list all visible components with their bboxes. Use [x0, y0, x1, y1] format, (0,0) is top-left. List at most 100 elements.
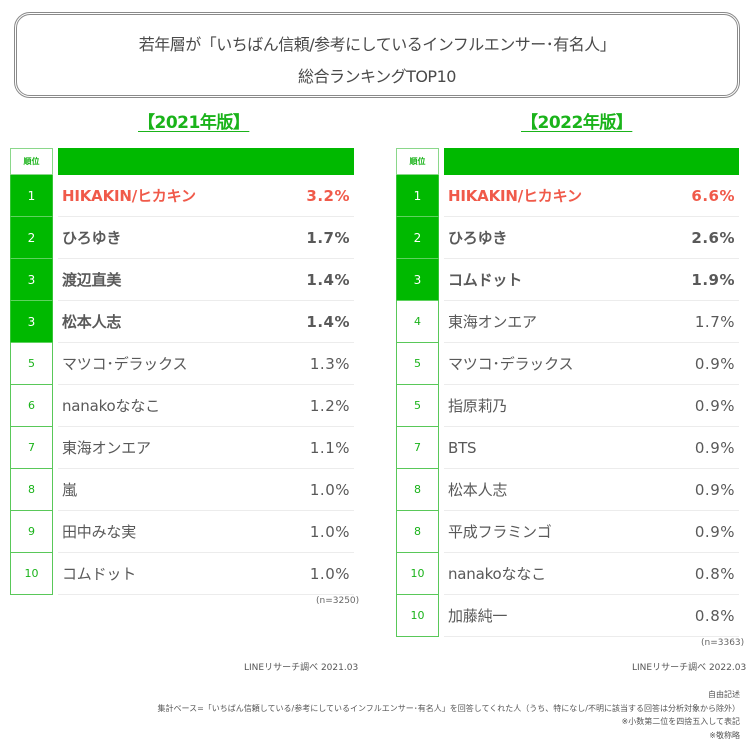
rank-cell: 4	[396, 301, 439, 343]
entry-name: nanakoななこ	[62, 397, 160, 415]
entry-percent: 0.9%	[694, 396, 735, 415]
entry-percent: 1.3%	[309, 354, 350, 373]
entry-percent: 6.6%	[691, 186, 735, 205]
entry-percent: 0.8%	[694, 564, 735, 583]
entry-name: 田中みな実	[62, 523, 137, 541]
entries-column: HIKAKIN/ヒカキン 6.6% ひろゆき 2.6% コムドット 1.9% 東海オン…	[444, 148, 739, 637]
table-header-bar	[58, 148, 354, 175]
entry-name: 平成フラミンゴ	[448, 523, 552, 541]
entries-column: HIKAKIN/ヒカキン 3.2% ひろゆき 1.7% 渡辺直美 1.4% 松本人志 1…	[58, 148, 354, 595]
entry-name: コムドット	[448, 271, 523, 289]
entry-percent: 1.0%	[309, 522, 350, 541]
rank-cell: 10	[10, 553, 53, 595]
rank-cell: 1	[10, 175, 53, 217]
rank-cell: 2	[10, 217, 53, 259]
entry-percent: 1.1%	[309, 438, 350, 457]
rank-header: 順位	[10, 148, 53, 175]
table-row: 嵐 1.0%	[58, 469, 354, 511]
rank-cell: 5	[396, 385, 439, 427]
table-row: 平成フラミンゴ 0.9%	[444, 511, 739, 553]
entry-name: ひろゆき	[62, 229, 122, 247]
entry-name: HIKAKIN/ヒカキン	[62, 187, 196, 205]
table-row: 田中みな実 1.0%	[58, 511, 354, 553]
rank-cell: 3	[10, 259, 53, 301]
entry-name: マツコ･デラックス	[62, 355, 188, 373]
rank-column: 順位 1 2 3 3 5 6 7 8 9 10	[10, 148, 53, 595]
table-row: ひろゆき 2.6%	[444, 217, 739, 259]
table-row: BTS 0.9%	[444, 427, 739, 469]
entry-percent: 0.9%	[694, 354, 735, 373]
rank-cell: 8	[396, 469, 439, 511]
table-row: 指原莉乃 0.9%	[444, 385, 739, 427]
footnote-honorifics: ※敬称略	[709, 730, 740, 740]
entry-percent: 1.7%	[694, 312, 735, 331]
table-row: 東海オンエア 1.7%	[444, 301, 739, 343]
rank-cell: 7	[396, 427, 439, 469]
rank-cell: 8	[396, 511, 439, 553]
table-row: 加藤純一 0.8%	[444, 595, 739, 637]
table-header-bar	[444, 148, 739, 175]
entry-name: 松本人志	[62, 313, 122, 331]
source-2022: LINEリサーチ調べ 2022.03	[632, 663, 747, 673]
rank-cell: 10	[396, 595, 439, 637]
sample-size-2021: (n=3250)	[316, 596, 360, 606]
table-row: HIKAKIN/ヒカキン 6.6%	[444, 175, 739, 217]
sample-size-2022: (n=3363)	[701, 638, 745, 648]
entry-percent: 1.4%	[306, 312, 350, 331]
entry-percent: 1.7%	[306, 228, 350, 247]
entry-name: BTS	[448, 438, 477, 457]
chart-title: 若年層が「いちばん信頼/参考にしているインフルエンサー･有名人」	[138, 35, 616, 54]
table-row: 松本人志 1.4%	[58, 301, 354, 343]
rank-cell: 7	[10, 427, 53, 469]
table-row: コムドット 1.9%	[444, 259, 739, 301]
table-row: ひろゆき 1.7%	[58, 217, 354, 259]
entry-name: 加藤純一	[448, 607, 508, 625]
rank-cell: 3	[10, 301, 53, 343]
entry-name: 指原莉乃	[448, 397, 508, 415]
entry-percent: 0.9%	[694, 522, 735, 541]
table-row: 東海オンエア 1.1%	[58, 427, 354, 469]
entry-name: HIKAKIN/ヒカキン	[448, 187, 582, 205]
entry-percent: 2.6%	[691, 228, 735, 247]
table-row: 松本人志 0.9%	[444, 469, 739, 511]
rank-cell: 3	[396, 259, 439, 301]
entry-name: 嵐	[62, 481, 77, 499]
entry-percent: 0.8%	[694, 606, 735, 625]
table-row: nanakoななこ 1.2%	[58, 385, 354, 427]
table-row: nanakoななこ 0.8%	[444, 553, 739, 595]
rank-cell: 5	[10, 343, 53, 385]
entry-percent: 3.2%	[306, 186, 350, 205]
entry-percent: 1.2%	[309, 396, 350, 415]
rank-cell: 5	[396, 343, 439, 385]
chart-subtitle: 総合ランキングTOP10	[298, 67, 456, 86]
entry-percent: 1.9%	[691, 270, 735, 289]
table-row: 渡辺直美 1.4%	[58, 259, 354, 301]
entry-name: nanakoななこ	[448, 565, 546, 583]
table-row: HIKAKIN/ヒカキン 3.2%	[58, 175, 354, 217]
rank-cell: 10	[396, 553, 439, 595]
table-row: マツコ･デラックス 1.3%	[58, 343, 354, 385]
rank-cell: 6	[10, 385, 53, 427]
footnote-base: 集計ベース=「いちばん信頼している/参考にしているインフルエンサー･有名人」を回…	[157, 703, 741, 713]
entry-name: 松本人志	[448, 481, 508, 499]
rank-cell: 1	[396, 175, 439, 217]
entry-percent: 1.0%	[309, 564, 350, 583]
entry-percent: 1.4%	[306, 270, 350, 289]
rank-header: 順位	[396, 148, 439, 175]
entry-name: 東海オンエア	[62, 439, 151, 457]
edition-label-2021: 【2021年版】	[138, 113, 250, 133]
entry-name: 東海オンエア	[448, 313, 537, 331]
rank-cell: 9	[10, 511, 53, 553]
footnote-free-text: 自由記述	[708, 690, 740, 699]
entry-name: ひろゆき	[448, 229, 508, 247]
rank-cell: 2	[396, 217, 439, 259]
title-box: 若年層が「いちばん信頼/参考にしているインフルエンサー･有名人」 総合ランキング…	[14, 12, 740, 98]
entry-name: 渡辺直美	[62, 271, 122, 289]
entry-name: コムドット	[62, 565, 137, 583]
entry-name: マツコ･デラックス	[448, 355, 574, 373]
footnote-rounding: ※小数第二位を四捨五入して表記	[621, 717, 740, 726]
entry-percent: 1.0%	[309, 480, 350, 499]
rank-column: 順位 1 2 3 4 5 5 7 8 8 10 10	[396, 148, 439, 637]
table-row: コムドット 1.0%	[58, 553, 354, 595]
entry-percent: 0.9%	[694, 480, 735, 499]
